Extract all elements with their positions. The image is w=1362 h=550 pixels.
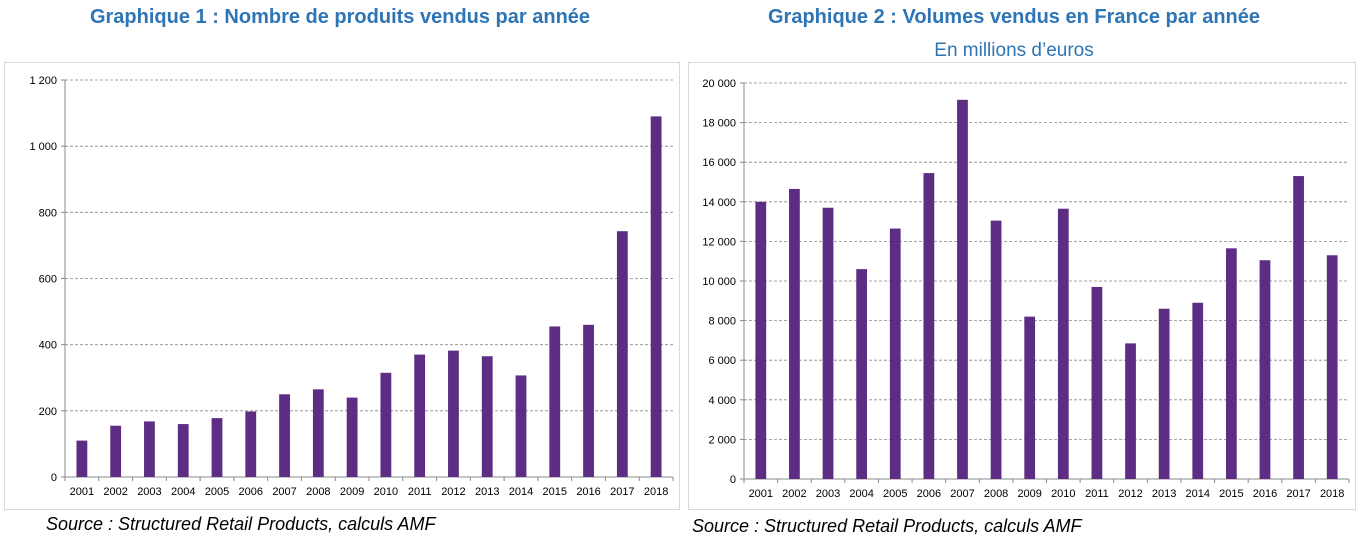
bar-2016 (583, 324, 594, 477)
bar-2017 (616, 231, 628, 477)
y-tick-label: 200 (39, 406, 57, 418)
x-tick-label: 2007 (950, 488, 974, 500)
bar-2010 (1057, 208, 1069, 480)
chart2-subtitle: En millions d’euros (934, 40, 1094, 61)
bar-2012 (448, 350, 459, 477)
x-tick-label: 2017 (610, 486, 634, 498)
x-tick-label: 2010 (1051, 488, 1075, 500)
y-tick-label: 2 000 (708, 434, 736, 446)
bar-2007 (957, 99, 968, 479)
y-tick-label: 800 (39, 207, 57, 219)
chart2-svg: 0 2 000 4 000 6 000 8 000 10 000 12 000 14 000 1… (702, 78, 1350, 500)
bar-2013 (1158, 308, 1170, 479)
y-tick-label: 6 000 (708, 355, 736, 367)
bar-2010 (380, 372, 392, 477)
x-tick-label: 2015 (1219, 488, 1243, 500)
bar-2009 (346, 397, 358, 477)
bar-2004 (856, 269, 868, 479)
x-tick-label: 2003 (816, 488, 840, 500)
x-tick-label: 2002 (782, 488, 806, 500)
bar-2003 (822, 207, 834, 480)
x-tick-label: 2012 (1118, 488, 1142, 500)
y-tick-label: 16 000 (702, 157, 736, 169)
x-tick-label: 2015 (543, 486, 567, 498)
bar-2008 (990, 220, 1002, 480)
bar-2003 (144, 421, 155, 477)
x-tick-label: 2003 (137, 486, 161, 498)
x-tick-label: 2012 (441, 486, 465, 498)
x-tick-label: 2001 (70, 486, 94, 498)
y-tick-label: 600 (39, 274, 57, 286)
bar-2006 (245, 411, 257, 477)
x-tick-label: 2013 (475, 486, 499, 498)
x-tick-label: 2014 (509, 486, 533, 498)
x-tick-label: 2018 (1320, 488, 1344, 500)
x-tick-label: 2006 (917, 488, 941, 500)
chart2-title: Graphique 2 : Volumes vendus en France p… (768, 6, 1260, 28)
chart1-source: Source : Structured Retail Products, cal… (46, 514, 436, 534)
x-tick-label: 2002 (103, 486, 127, 498)
chart2-source: Source : Structured Retail Products, cal… (692, 516, 1082, 536)
y-tick-label: 4 000 (708, 395, 736, 407)
bar-2005 (889, 228, 901, 479)
bar-2015 (549, 326, 561, 477)
y-tick-label: 400 (39, 340, 57, 352)
chart1-title: Graphique 1 : Nombre de produits vendus … (89, 6, 591, 28)
y-tick-label: 0 (51, 472, 57, 484)
bar-2015 (1225, 248, 1237, 479)
bar-2018 (1326, 255, 1338, 479)
bar-2007 (279, 394, 290, 477)
x-tick-label: 2005 (205, 486, 229, 498)
x-tick-label: 2007 (272, 486, 296, 498)
x-tick-label: 2009 (1017, 488, 1041, 500)
bar-2004 (177, 424, 189, 477)
x-tick-label: 2004 (849, 488, 873, 500)
x-tick-label: 2011 (1085, 488, 1109, 500)
bar-2009 (1024, 316, 1036, 479)
x-tick-label: 2001 (749, 488, 773, 500)
x-tick-label: 2011 (408, 486, 432, 498)
bar-2011 (414, 354, 426, 477)
x-tick-label: 2008 (306, 486, 330, 498)
x-tick-label: 2006 (239, 486, 263, 498)
bar-2017 (1293, 176, 1304, 479)
y-tick-label: 0 (730, 474, 736, 486)
x-tick-label: 2016 (576, 486, 600, 498)
bar-2002 (110, 425, 122, 477)
y-tick-label: 10 000 (702, 276, 736, 288)
bar-2011 (1091, 286, 1103, 479)
y-tick-label: 20 000 (702, 78, 736, 90)
y-tick-label: 18 000 (702, 118, 736, 130)
bar-2014 (1192, 302, 1204, 479)
x-tick-label: 2013 (1152, 488, 1176, 500)
bar-2001 (755, 201, 767, 480)
bar-2018 (650, 116, 662, 477)
x-tick-label: 2004 (171, 486, 195, 498)
bar-2002 (789, 188, 800, 479)
x-tick-label: 2008 (984, 488, 1008, 500)
bar-2013 (481, 356, 493, 477)
bar-2012 (1125, 343, 1136, 479)
bar-2005 (211, 418, 223, 477)
y-tick-label: 1 200 (29, 75, 57, 87)
x-tick-label: 2009 (340, 486, 364, 498)
x-tick-label: 2018 (644, 486, 668, 498)
chart2-panel: 0 2 000 4 000 6 000 8 000 10 000 12 000 14 000 1… (688, 62, 1356, 510)
x-tick-label: 2014 (1186, 488, 1210, 500)
bar-2014 (515, 375, 527, 477)
chart1-svg: 0 200 400 600 800 1 000 1 200 2001 2002 2003 2004 2… (29, 75, 674, 498)
bar-2001 (76, 440, 88, 477)
bar-2008 (312, 389, 324, 477)
y-tick-label: 1 000 (29, 141, 57, 153)
x-tick-label: 2016 (1253, 488, 1277, 500)
bar-2016 (1259, 260, 1271, 479)
chart1-panel: 0 200 400 600 800 1 000 1 200 2001 2002 2003 2004 2… (4, 62, 680, 510)
bar-2006 (923, 173, 935, 479)
x-tick-label: 2005 (883, 488, 907, 500)
y-tick-label: 12 000 (702, 236, 736, 248)
y-tick-label: 14 000 (702, 197, 736, 209)
y-tick-label: 8 000 (708, 316, 736, 328)
x-tick-label: 2010 (374, 486, 398, 498)
x-tick-label: 2017 (1286, 488, 1310, 500)
